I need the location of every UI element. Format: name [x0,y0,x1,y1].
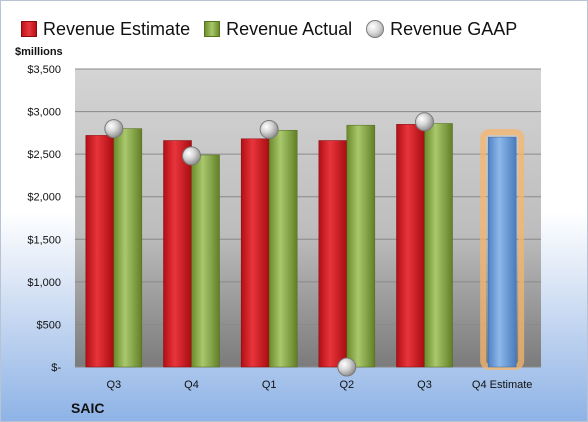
gaap-marker [182,146,201,166]
y-tick-label: $3,000 [27,107,61,119]
bar-actual [268,130,298,368]
legend-swatch-gaap [366,20,385,38]
y-tick-label: $- [51,362,61,374]
company-name: SAIC [71,400,105,416]
x-tick-label: Q3 [417,379,432,391]
y-tick-label: $2,500 [27,149,61,161]
legend-item-gaap: Revenue GAAP [366,19,517,40]
legend-label-gaap: Revenue GAAP [390,18,518,39]
y-tick-label: $1,500 [27,234,61,246]
bar-estimate [163,140,192,368]
y-tick-label: $2,000 [27,192,61,204]
legend-label-estimate: Revenue Estimate [43,18,191,39]
gaap-marker [337,357,357,377]
gridlines [75,68,541,368]
bar-actual [191,154,220,368]
bar-actual [424,123,453,368]
x-tick-label: Q2 [339,379,354,391]
bars [85,123,525,370]
bar-estimate [240,138,270,368]
x-tick-label: Q3 [106,379,121,391]
x-tick-label: Q4 Estimate [472,379,533,391]
gaap-markers [104,112,434,377]
legend: Revenue Estimate Revenue Actual Revenue … [21,17,531,41]
gaap-marker [415,112,434,132]
gaap-marker [259,119,279,139]
plot-area [75,69,541,367]
bar-actual [346,124,376,368]
y-axis-ticks: $- $500 $1,000 $1,500 $2,000 $2,500 $3,000 $3,5… [27,64,61,374]
x-axis-ticks: Q3 Q4 Q1 Q2 Q3 Q4 Estimate [106,379,532,391]
y-tick-label: $3,500 [27,64,61,76]
bar-estimate [396,124,425,368]
y-tick-label: $500 [37,319,61,331]
plot-background [75,69,541,367]
gaap-marker [104,119,124,139]
y-axis-unit-label: $millions [15,46,63,58]
bar-estimate-highlight [487,136,517,368]
legend-swatch-estimate [21,21,37,37]
bar-actual [113,128,143,368]
x-tick-label: Q4 [184,379,199,391]
legend-item-estimate: Revenue Estimate [21,19,190,40]
bar-estimate [85,135,115,368]
legend-label-actual: Revenue Actual [226,18,353,39]
legend-swatch-actual [204,21,221,37]
bar-estimate [318,140,348,368]
x-tick-label: Q1 [262,379,277,391]
legend-item-actual: Revenue Actual [204,19,352,40]
y-tick-label: $1,000 [27,277,61,289]
